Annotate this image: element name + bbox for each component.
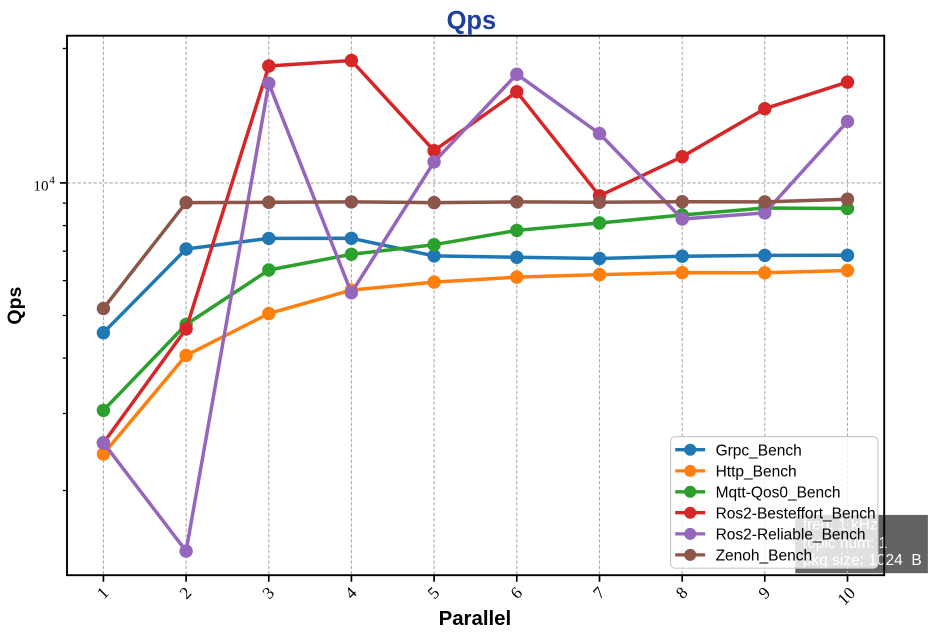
svg-text:Mqtt-Qos0_Bench: Mqtt-Qos0_Bench bbox=[716, 484, 841, 501]
svg-text:Parallel: Parallel bbox=[439, 608, 512, 630]
svg-text:Ros2-Besteffort_Bench: Ros2-Besteffort_Bench bbox=[716, 505, 876, 522]
svg-text:Qps: Qps bbox=[4, 286, 26, 324]
svg-text:Ros2-Reliable_Bench: Ros2-Reliable_Bench bbox=[716, 527, 866, 544]
svg-text:Http_Bench: Http_Bench bbox=[716, 464, 797, 481]
svg-text:Qps: Qps bbox=[447, 7, 497, 35]
svg-text:Grpc_Bench: Grpc_Bench bbox=[716, 442, 802, 459]
svg-text:Zenoh_Bench: Zenoh_Bench bbox=[716, 548, 813, 565]
svg-text:4: 4 bbox=[49, 174, 55, 186]
svg-text:10: 10 bbox=[33, 177, 49, 194]
